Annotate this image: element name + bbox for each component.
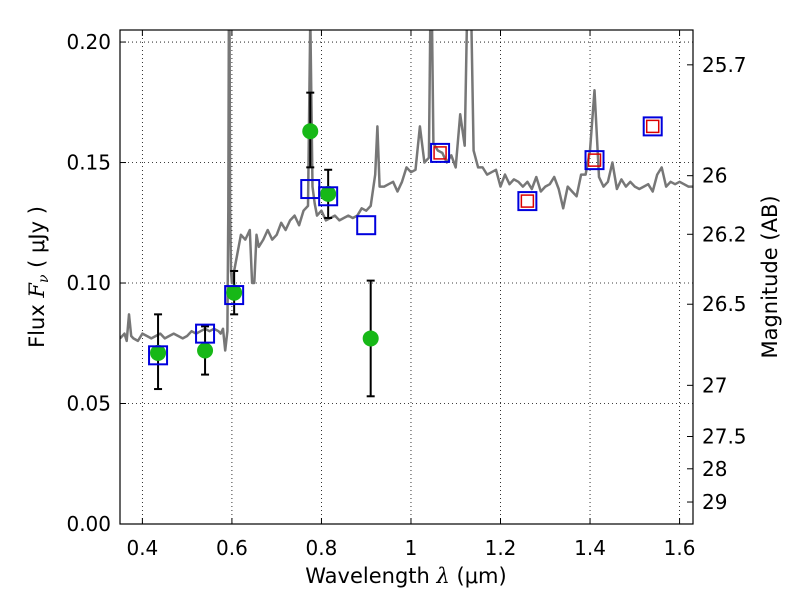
magnitude-tick-label: 25.7 <box>702 53 747 77</box>
magnitude-axis-label: Magnitude (AB) <box>758 195 782 358</box>
magnitude-tick-label: 27 <box>702 373 727 397</box>
plot-area <box>120 30 693 398</box>
model-flux-square <box>642 116 663 137</box>
magnitude-tick-label: 26.2 <box>702 222 747 246</box>
spectrum-line <box>120 30 693 352</box>
plot-frame <box>119 29 694 525</box>
x-tick-label: 0.6 <box>216 536 248 560</box>
model-flux-square-inner <box>645 119 660 134</box>
magnitude-tick-label: 27.5 <box>702 425 747 449</box>
magnitude-tick-label: 28 <box>702 457 727 481</box>
model-flux-square <box>318 186 339 207</box>
y-tick-label: 0.00 <box>66 512 111 536</box>
model-flux-square-inner <box>433 146 447 160</box>
magnitude-tick-label: 26.5 <box>702 292 747 316</box>
magnitude-tick-label: 29 <box>702 490 727 514</box>
model-flux-square <box>195 323 216 344</box>
observed-flux-point <box>302 123 319 140</box>
observed-flux-point <box>226 284 243 301</box>
grid-lines <box>120 30 693 525</box>
x-tick-label: 1 <box>405 536 418 560</box>
model-flux-square <box>517 191 538 212</box>
observed-flux-point <box>150 344 167 361</box>
y-tick-label: 0.15 <box>66 151 111 175</box>
x-tick-label: 1.4 <box>574 536 606 560</box>
magnitude-tick-label: 26 <box>702 164 727 188</box>
model-flux-square <box>356 215 377 236</box>
model-flux-square-inner <box>520 194 535 208</box>
x-tick-label: 0.4 <box>126 536 158 560</box>
y-axis-label: Flux Fν ( μJy ) <box>25 206 52 348</box>
model-flux-square <box>584 150 605 171</box>
y-tick-label: 0.05 <box>66 392 111 416</box>
model-flux-square <box>224 285 245 306</box>
model-flux-square-inner <box>587 153 602 167</box>
y-tick-label: 0.20 <box>66 30 111 54</box>
axis-ticks: 0.4 0.6 0.8 1 1.2 1.4 1.6 0.00 0.05 0.10 0.15 0.20 2… <box>66 30 747 560</box>
model-flux-square <box>430 142 451 163</box>
observed-flux-point <box>362 330 379 347</box>
x-tick-label: 1.2 <box>485 536 517 560</box>
observed-flux-point <box>197 342 214 359</box>
y-tick-label: 0.10 <box>66 271 111 295</box>
x-tick-label: 0.8 <box>306 536 338 560</box>
observed-flux-point <box>320 185 337 202</box>
x-axis-label: Wavelength λ (μm) <box>305 564 506 588</box>
model-flux-square <box>300 179 321 200</box>
x-tick-label: 1.6 <box>664 536 696 560</box>
model-flux-square <box>148 345 169 366</box>
